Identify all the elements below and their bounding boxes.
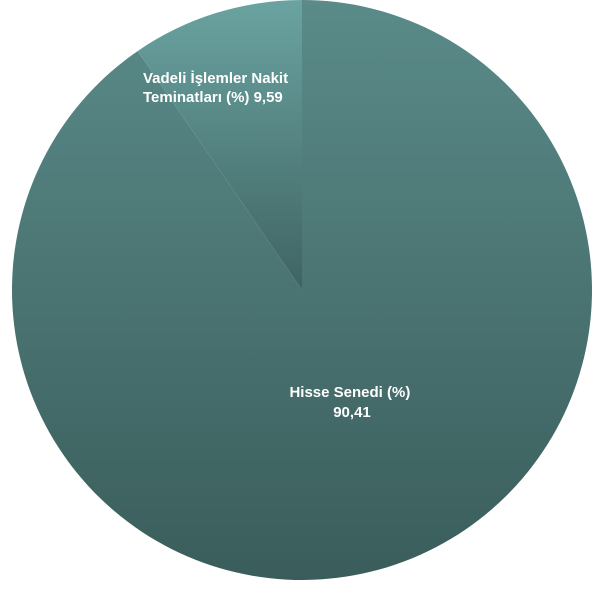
slice-label-hisse-senedi-line1: Hisse Senedi (%) xyxy=(289,384,410,401)
slice-label-vadeli-islemler: Vadeli İşlemler Nakit Teminatları (%) 9,… xyxy=(143,70,292,106)
slice-label-vadeli-islemler-line2: Teminatları (%) 9,59 xyxy=(143,89,283,106)
slice-label-vadeli-islemler-line1: Vadeli İşlemler Nakit xyxy=(143,70,288,87)
pie-slice-hisse-senedi xyxy=(11,0,592,580)
labels-layer: Hisse Senedi (%) 90,41 Vadeli İşlemler N… xyxy=(143,70,414,421)
slice-label-hisse-senedi: Hisse Senedi (%) 90,41 xyxy=(289,384,414,421)
slices-layer xyxy=(11,0,592,580)
slice-label-hisse-senedi-line2: 90,41 xyxy=(333,404,371,421)
pie-slice-vadeli-islemler xyxy=(137,0,302,290)
